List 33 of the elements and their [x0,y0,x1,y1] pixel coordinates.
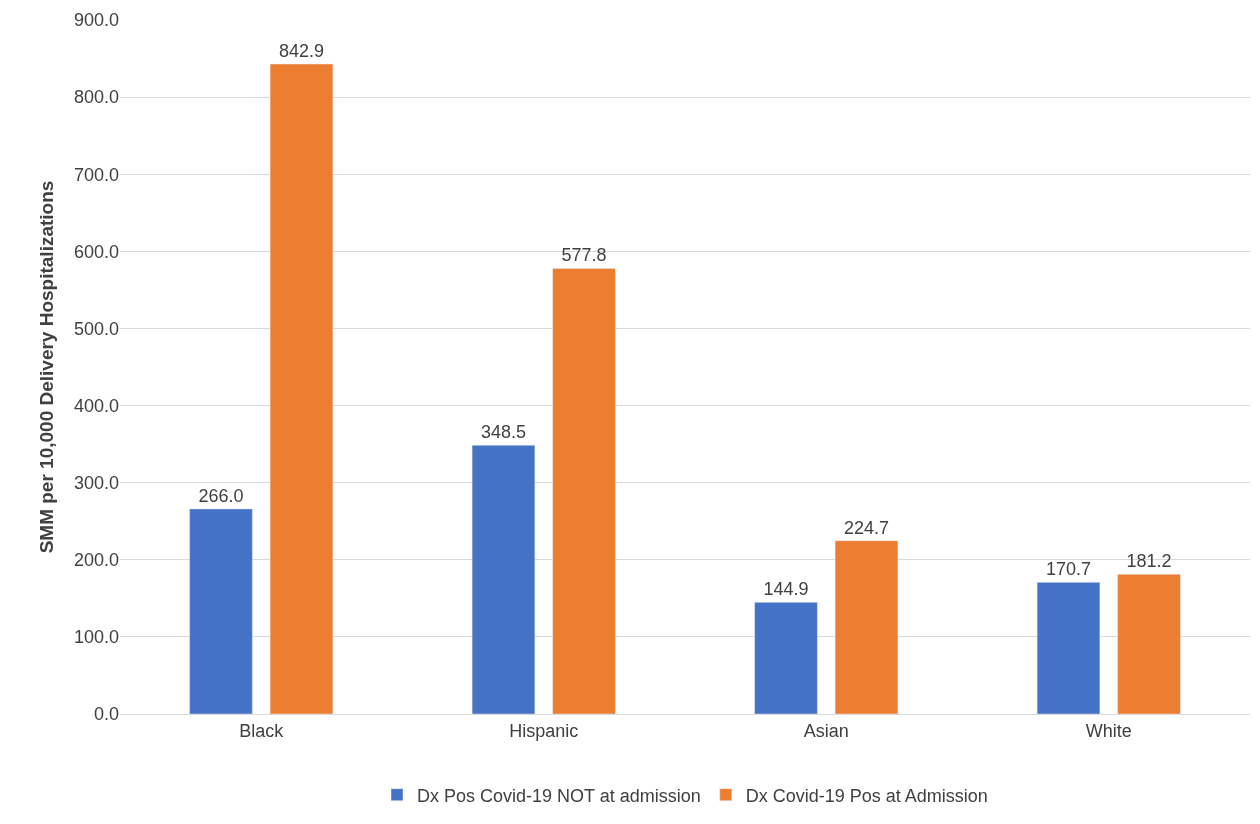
y-axis-title: SMM per 10,000 Delivery Hospitalizations [35,180,57,554]
bar [754,602,818,714]
bar [189,508,253,714]
y-tick-label: 400.0 [73,395,119,416]
y-tick-label: 900.0 [73,10,119,31]
y-tick-label: 0.0 [93,704,119,725]
y-tick-label: 800.0 [73,87,119,108]
x-tick-label: Asian [803,720,849,741]
y-tick-label: 300.0 [73,472,119,493]
bar [471,445,536,714]
y-tick-label: 100.0 [73,627,119,648]
x-tick-label: White [1085,720,1132,741]
bar [269,63,334,714]
bar [1117,574,1181,714]
data-label: 144.9 [763,579,809,600]
y-tick-label: 600.0 [73,241,119,262]
data-label: 842.9 [278,41,325,62]
legend-label: Dx Covid-19 Pos at Admission [745,785,988,806]
data-label: 224.7 [843,517,890,538]
data-label: 170.7 [1045,559,1092,580]
y-tick-label: 700.0 [73,164,119,185]
x-tick-label: Hispanic [509,720,579,741]
y-tick-label: 500.0 [73,318,119,339]
data-label: 577.8 [561,245,607,266]
data-label: 181.2 [1126,551,1172,572]
bar [834,540,899,714]
y-tick-label: 200.0 [73,550,119,571]
data-label: 348.5 [480,422,527,443]
bar [1036,582,1101,714]
x-tick-label: Black [239,720,285,741]
bar [552,268,616,714]
legend-label: Dx Pos Covid-19 NOT at admission [417,785,701,806]
data-label: 266.0 [198,485,244,506]
